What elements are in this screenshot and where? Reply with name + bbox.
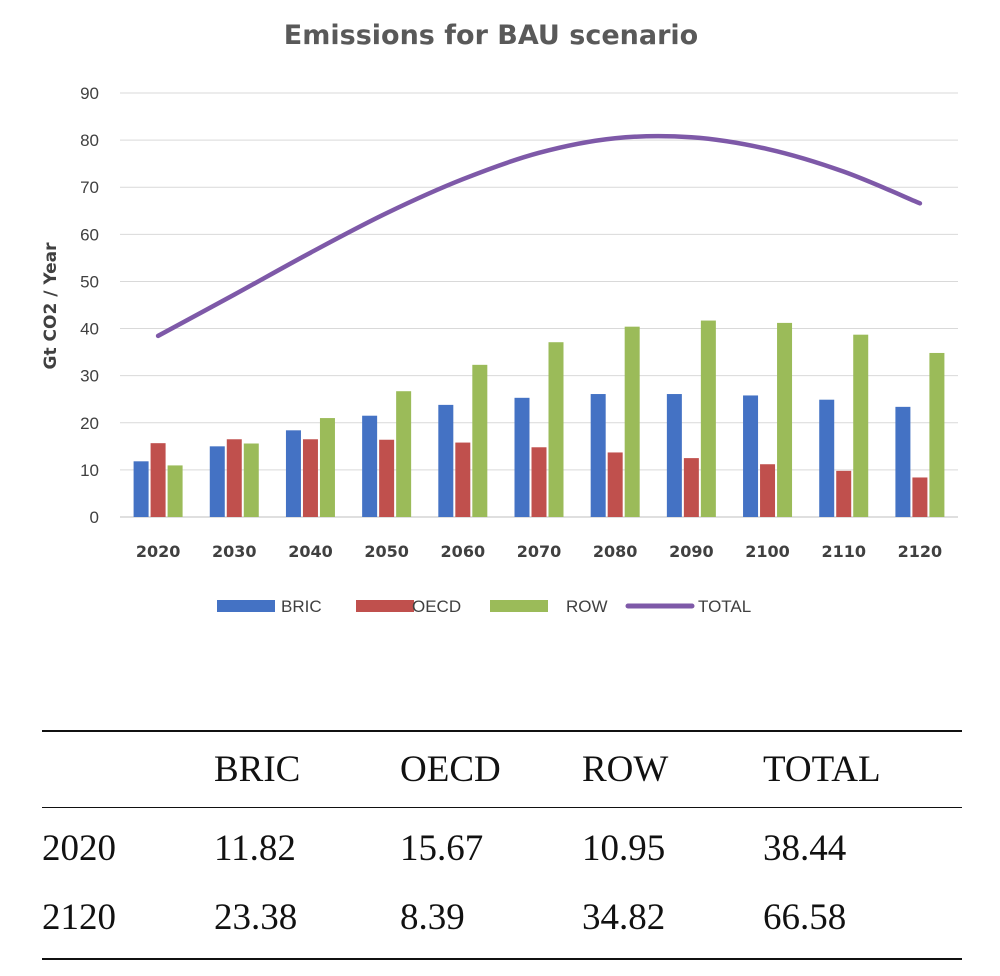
legend-swatch-row [490, 600, 548, 612]
legend-label-oecd: OECD [412, 597, 461, 616]
y-tick-label: 0 [90, 508, 99, 527]
x-tick-label: 2060 [441, 542, 486, 561]
x-tick-label: 2100 [745, 542, 790, 561]
bar-row-2090 [700, 320, 716, 517]
bar-bric-2060 [438, 404, 454, 517]
table-header-row: BRIC OECD ROW TOTAL [42, 731, 962, 808]
table-header-bric: BRIC [214, 749, 301, 790]
bar-row-2040 [319, 418, 335, 517]
table-row: 2020 11.82 15.67 10.95 38.44 [42, 808, 962, 884]
table-cell-oecd: 8.39 [400, 897, 465, 938]
bar-bric-2070 [514, 397, 530, 517]
y-tick-label: 50 [80, 272, 99, 291]
bar-bric-2050 [362, 415, 378, 517]
bar-oecd-2100 [760, 464, 776, 517]
bar-row-2050 [396, 391, 412, 517]
bar-bric-2080 [590, 394, 606, 517]
bar-bric-2030 [209, 446, 225, 517]
bar-oecd-2090 [683, 458, 699, 517]
bar-bric-2100 [743, 395, 759, 517]
table-cell-total: 66.58 [763, 897, 847, 938]
y-axis-title: Gt CO2 / Year [41, 242, 61, 370]
legend-label-bric: BRIC [281, 597, 322, 616]
legend-label-row: ROW [566, 597, 608, 616]
bar-row-2020 [167, 465, 183, 517]
legend-swatch-oecd [356, 600, 414, 612]
x-tick-label: 2040 [288, 542, 333, 561]
bar-oecd-2040 [302, 439, 318, 517]
y-tick-label: 20 [80, 414, 99, 433]
bar-row-2060 [472, 364, 488, 517]
bar-bric-2110 [819, 399, 835, 517]
legend-label-total: TOTAL [698, 597, 751, 616]
bar-oecd-2080 [607, 452, 623, 517]
bar-row-2080 [624, 326, 640, 517]
x-tick-label: 2050 [364, 542, 409, 561]
table-row: 2120 23.38 8.39 34.82 66.58 [42, 883, 962, 959]
y-tick-label: 60 [80, 225, 99, 244]
chart-title: Emissions for BAU scenario [284, 20, 698, 51]
y-tick-label: 30 [80, 367, 99, 386]
legend-swatch-bric [217, 600, 275, 612]
table-header-total: TOTAL [763, 749, 881, 790]
x-tick-label: 2080 [593, 542, 638, 561]
bar-row-2070 [548, 342, 564, 517]
table-header-blank [42, 731, 214, 808]
x-tick-label: 2030 [212, 542, 257, 561]
table-cell-total: 38.44 [763, 828, 847, 869]
table-cell-bric: 11.82 [214, 828, 296, 869]
bar-row-2120 [929, 352, 945, 517]
bar-row-2100 [777, 322, 793, 517]
y-tick-label: 90 [80, 84, 99, 103]
x-tick-label: 2120 [898, 542, 943, 561]
bar-oecd-2060 [455, 442, 471, 517]
table-cell-year: 2120 [42, 897, 116, 938]
table-header-row-col: ROW [582, 749, 669, 790]
y-tick-label: 80 [80, 131, 99, 150]
y-tick-label: 40 [80, 320, 99, 339]
bar-oecd-2030 [226, 439, 242, 517]
x-tick-label: 2020 [136, 542, 181, 561]
x-tick-label: 2110 [821, 542, 866, 561]
bar-row-2030 [243, 443, 259, 517]
emissions-table: BRIC OECD ROW TOTAL 2020 11.82 15.67 10.… [42, 730, 962, 960]
bar-bric-2040 [285, 430, 301, 517]
y-tick-label: 70 [80, 178, 99, 197]
table-cell-row: 34.82 [582, 897, 666, 938]
bar-oecd-2110 [836, 470, 852, 517]
bar-bric-2020 [133, 461, 149, 517]
table-cell-bric: 23.38 [214, 897, 298, 938]
x-axis-ticks: 2020 2030 2040 2050 2060 2070 2080 2090 2100 2110… [136, 542, 942, 561]
y-tick-label: 10 [80, 461, 99, 480]
x-tick-label: 2090 [669, 542, 714, 561]
bar-marks [133, 320, 945, 517]
table-cell-row: 10.95 [582, 828, 666, 869]
line-total [155, 133, 923, 339]
x-tick-label: 2070 [517, 542, 562, 561]
bar-oecd-2020 [150, 443, 166, 517]
table-cell-year: 2020 [42, 828, 116, 869]
bar-bric-2120 [895, 406, 911, 517]
y-axis-ticks: 0 10 20 30 40 50 60 70 80 90 [80, 84, 99, 527]
bar-oecd-2120 [912, 477, 928, 517]
bar-oecd-2050 [379, 439, 395, 517]
table-header-oecd: OECD [400, 749, 501, 790]
chart-legend: BRIC OECD ROW TOTAL [217, 597, 751, 616]
total-line-layer [155, 133, 923, 339]
bar-bric-2090 [666, 394, 682, 517]
table-cell-oecd: 15.67 [400, 828, 484, 869]
emissions-chart: Emissions for BAU scenario Gt CO2 / Year… [41, 20, 958, 616]
bar-row-2110 [853, 334, 869, 517]
bar-oecd-2070 [531, 447, 547, 517]
